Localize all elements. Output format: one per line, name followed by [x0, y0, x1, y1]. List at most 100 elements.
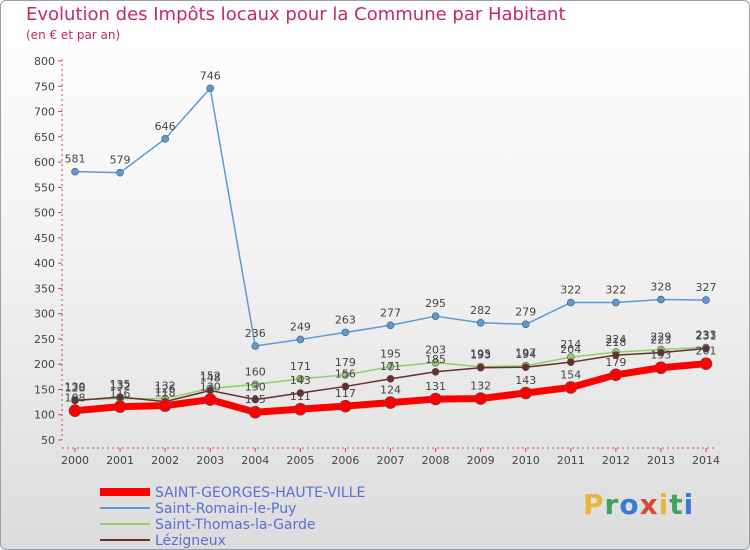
- data-point-l-zigneux: [657, 348, 665, 357]
- legend: SAINT-GEORGES-HAUTE-VILLESaint-Romain-le…: [100, 485, 365, 549]
- data-label-saint-thomas-la-garde: 160: [245, 365, 266, 378]
- data-label-l-zigneux: 171: [380, 360, 401, 373]
- data-label-saint-romain-le-puy: 236: [245, 327, 266, 340]
- y-tick-label: 450: [34, 232, 55, 245]
- data-point-l-zigneux: [476, 363, 485, 372]
- y-tick-label: 150: [34, 383, 55, 396]
- y-tick-label: 250: [34, 333, 55, 346]
- data-label-saint-georges-haute-ville: 193: [650, 349, 671, 362]
- y-tick-label: 600: [34, 156, 55, 169]
- series-layer: [68, 84, 713, 419]
- data-label-saint-romain-le-puy: 579: [110, 154, 131, 167]
- data-label-saint-thomas-la-garde: 197: [515, 347, 536, 360]
- data-label-saint-georges-haute-ville: 116: [110, 388, 131, 401]
- data-label-saint-georges-haute-ville: 117: [335, 387, 356, 400]
- data-label-saint-romain-le-puy: 322: [605, 284, 626, 297]
- data-label-saint-georges-haute-ville: 105: [245, 393, 266, 406]
- x-tick-label: 2011: [557, 454, 585, 467]
- data-label-saint-georges-haute-ville: 108: [65, 392, 86, 405]
- data-point-l-zigneux: [702, 344, 710, 353]
- data-label-l-zigneux: 148: [200, 371, 221, 384]
- data-label-l-zigneux: 204: [560, 343, 581, 356]
- data-label-saint-georges-haute-ville: 201: [696, 345, 717, 358]
- data-label-l-zigneux: 128: [65, 382, 86, 395]
- data-label-saint-thomas-la-garde: 195: [470, 348, 491, 361]
- y-tick-label: 500: [34, 207, 55, 220]
- data-point-saint-thomas-la-garde: [296, 375, 305, 383]
- data-point-l-zigneux: [386, 375, 395, 383]
- data-label-saint-thomas-la-garde: 179: [335, 356, 356, 369]
- data-label-saint-thomas-la-garde: 171: [290, 360, 311, 373]
- data-point-saint-georges-haute-ville: [248, 405, 262, 419]
- data-point-saint-romain-le-puy: [296, 335, 305, 344]
- data-label-saint-thomas-la-garde: 233: [696, 329, 717, 342]
- legend-label: Saint-Romain-le-Puy: [155, 501, 296, 517]
- data-point-saint-georges-haute-ville: [203, 393, 217, 406]
- data-point-saint-romain-le-puy: [71, 167, 79, 176]
- data-label-saint-romain-le-puy: 746: [200, 69, 221, 82]
- data-point-saint-romain-le-puy: [566, 298, 575, 307]
- data-label-saint-thomas-la-garde: 195: [380, 348, 401, 361]
- y-tick-label: 300: [34, 308, 55, 321]
- x-tick-label: 2007: [377, 454, 405, 467]
- data-point-saint-romain-le-puy: [521, 320, 530, 329]
- x-tick-label: 2005: [286, 454, 314, 467]
- data-point-saint-georges-haute-ville: [429, 392, 442, 406]
- data-point-saint-georges-haute-ville: [339, 399, 352, 413]
- data-point-saint-thomas-la-garde: [251, 380, 260, 389]
- data-point-saint-romain-le-puy: [386, 321, 395, 330]
- data-point-saint-georges-haute-ville: [609, 368, 623, 382]
- data-point-saint-romain-le-puy: [161, 135, 169, 143]
- x-tick-label: 2006: [331, 454, 359, 467]
- data-label-saint-georges-haute-ville: 124: [380, 384, 401, 397]
- data-label-saint-romain-le-puy: 327: [696, 281, 717, 294]
- y-tick-label: 50: [41, 434, 55, 447]
- data-point-l-zigneux: [296, 389, 305, 397]
- data-point-saint-romain-le-puy: [702, 296, 710, 304]
- x-tick-label: 2002: [151, 454, 179, 467]
- legend-label: SAINT-GEORGES-HAUTE-VILLE: [155, 485, 365, 501]
- data-point-saint-romain-le-puy: [341, 328, 350, 337]
- data-label-l-zigneux: 194: [515, 348, 536, 361]
- y-tick-label: 400: [34, 257, 55, 270]
- proxiti-logo: Proxiti: [583, 488, 695, 521]
- data-label-saint-thomas-la-garde: 203: [425, 344, 446, 357]
- data-point-saint-romain-le-puy: [116, 168, 124, 177]
- data-label-saint-romain-le-puy: 295: [425, 297, 446, 310]
- data-label-saint-thomas-la-garde: 229: [650, 331, 671, 344]
- data-point-saint-georges-haute-ville: [699, 357, 713, 370]
- x-tick-label: 2004: [241, 454, 269, 467]
- x-tick-label: 2003: [196, 454, 224, 467]
- data-point-saint-georges-haute-ville: [158, 399, 172, 412]
- data-label-saint-romain-le-puy: 581: [65, 153, 86, 166]
- data-label-saint-romain-le-puy: 322: [560, 284, 581, 297]
- y-tick-label: 750: [34, 80, 55, 93]
- data-point-l-zigneux: [251, 395, 260, 404]
- data-label-saint-thomas-la-garde: 224: [605, 333, 626, 346]
- axes: 50 100 150 200 250 300 350 400 450 500 550 600 650 70…: [34, 55, 720, 467]
- data-label-saint-romain-le-puy: 279: [515, 305, 536, 318]
- data-label-saint-thomas-la-garde: 152: [200, 369, 221, 382]
- data-label-l-zigneux: 135: [110, 378, 131, 391]
- data-label-saint-romain-le-puy: 646: [155, 120, 176, 133]
- y-tick-label: 550: [34, 181, 55, 194]
- data-label-saint-georges-haute-ville: 111: [290, 390, 311, 403]
- x-tick-label: 2012: [602, 454, 630, 467]
- data-point-saint-romain-le-puy: [657, 295, 665, 304]
- data-label-saint-romain-le-puy: 277: [380, 306, 401, 319]
- data-point-saint-romain-le-puy: [431, 312, 440, 320]
- data-label-saint-georges-haute-ville: 143: [515, 374, 536, 387]
- data-point-saint-georges-haute-ville: [654, 361, 668, 375]
- data-label-saint-thomas-la-garde: 130: [65, 381, 86, 394]
- data-point-saint-romain-le-puy: [476, 318, 485, 327]
- x-tick-label: 2013: [647, 454, 675, 467]
- data-point-l-zigneux: [566, 358, 575, 366]
- data-point-saint-thomas-la-garde: [386, 362, 395, 371]
- x-tick-label: 2010: [512, 454, 540, 467]
- data-point-l-zigneux: [341, 382, 350, 391]
- data-label-l-zigneux: 223: [650, 334, 671, 347]
- data-point-saint-georges-haute-ville: [68, 404, 82, 417]
- data-label-saint-georges-haute-ville: 130: [200, 381, 221, 394]
- x-tick-label: 2001: [106, 454, 134, 467]
